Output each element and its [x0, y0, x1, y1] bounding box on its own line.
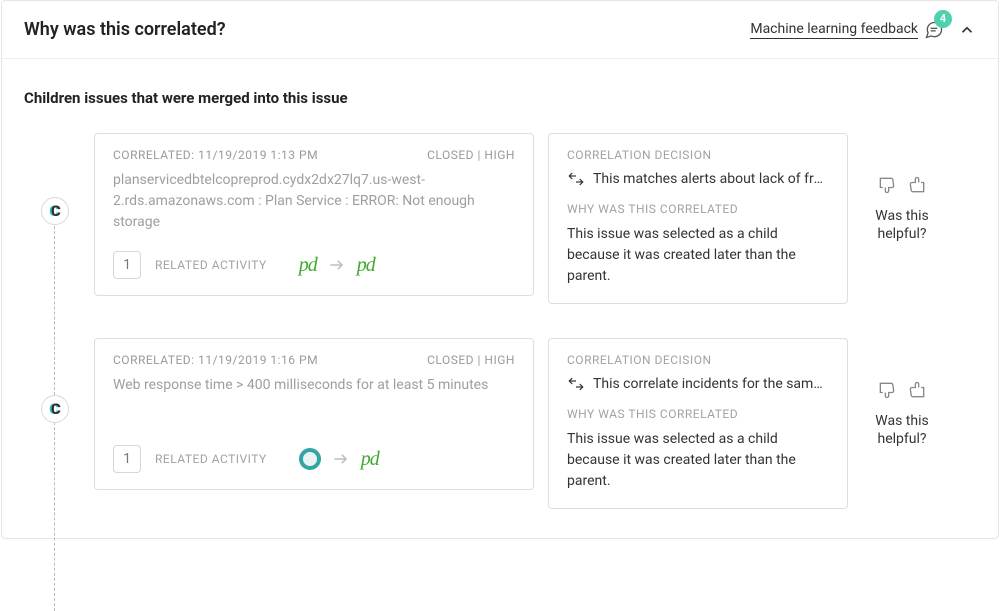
feedback-vote: Was this helpful? — [862, 133, 942, 243]
vote-label: Was this helpful? — [862, 412, 942, 448]
panel-content: Children issues that were merged into th… — [2, 59, 998, 509]
split-icon — [567, 170, 585, 188]
decision-label: CORRELATION DECISION — [567, 353, 829, 367]
related-count: 1 — [113, 445, 141, 473]
why-text: This issue was selected as a child becau… — [567, 224, 829, 287]
decision-row: This matches alerts about lack of free … — [567, 170, 829, 188]
issue-meta: CORRELATED: 11/19/2019 1:13 PM CLOSED | … — [113, 148, 515, 162]
why-label: WHY WAS THIS CORRELATED — [567, 202, 829, 216]
feedback-count-badge: 4 — [934, 10, 952, 28]
timeline-node: CC — [41, 395, 69, 423]
decision-label: CORRELATION DECISION — [567, 148, 829, 162]
correlated-timestamp: CORRELATED: 11/19/2019 1:16 PM — [113, 353, 318, 367]
thumbs-down-icon[interactable] — [877, 175, 897, 199]
arrow-right-icon — [327, 255, 347, 275]
why-text: This issue was selected as a child becau… — [567, 429, 829, 492]
issue-row: CORRELATED: 11/19/2019 1:13 PM CLOSED | … — [94, 133, 976, 304]
feedback-vote: Was this helpful? — [862, 338, 942, 448]
header-actions: Machine learning feedback 4 — [750, 20, 976, 40]
activity-flow: pd pd — [299, 254, 375, 277]
pd-icon: pd — [299, 254, 317, 277]
issue-description: planservicedbtelcopreprod.cydx2dx27lq7.u… — [113, 170, 515, 233]
ring-icon — [299, 448, 321, 470]
why-label: WHY WAS THIS CORRELATED — [567, 407, 829, 421]
issue-card[interactable]: CORRELATED: 11/19/2019 1:16 PM CLOSED | … — [94, 338, 534, 490]
thumbs-down-icon[interactable] — [877, 380, 897, 404]
decision-card: CORRELATION DECISION This matches alerts… — [548, 133, 848, 304]
issue-card[interactable]: CORRELATED: 11/19/2019 1:13 PM CLOSED | … — [94, 133, 534, 296]
issue-status: CLOSED | HIGH — [427, 148, 515, 162]
ml-feedback-label: Machine learning feedback — [750, 21, 918, 39]
split-icon — [567, 375, 585, 393]
section-title: Children issues that were merged into th… — [24, 89, 976, 107]
panel-title: Why was this correlated? — [24, 19, 226, 40]
thumbs-row — [877, 175, 927, 199]
issue-description: Web response time > 400 milliseconds for… — [113, 375, 515, 396]
related-activity-row: 1 RELATED ACTIVITY pd pd — [113, 251, 515, 279]
timeline: CC CC CORRELATED: 11/19/2019 1:13 PM CLO… — [24, 133, 976, 509]
vote-label: Was this helpful? — [862, 207, 942, 243]
related-activity-label: RELATED ACTIVITY — [155, 258, 267, 272]
issue-meta: CORRELATED: 11/19/2019 1:16 PM CLOSED | … — [113, 353, 515, 367]
correlated-timestamp: CORRELATED: 11/19/2019 1:13 PM — [113, 148, 318, 162]
activity-flow: pd — [299, 448, 379, 471]
panel-header: Why was this correlated? Machine learnin… — [2, 1, 998, 59]
decision-text: This correlate incidents for the same a… — [593, 376, 829, 392]
correlation-panel: Why was this correlated? Machine learnin… — [1, 0, 999, 539]
collapse-chevron-icon[interactable] — [958, 21, 976, 39]
pd-icon: pd — [357, 254, 375, 277]
issue-row: CORRELATED: 11/19/2019 1:16 PM CLOSED | … — [94, 338, 976, 509]
thumbs-row — [877, 380, 927, 404]
arrow-right-icon — [331, 449, 351, 469]
ml-feedback-link[interactable]: Machine learning feedback 4 — [750, 20, 944, 40]
related-count: 1 — [113, 251, 141, 279]
decision-card: CORRELATION DECISION This correlate inci… — [548, 338, 848, 509]
related-activity-label: RELATED ACTIVITY — [155, 452, 267, 466]
thumbs-up-icon[interactable] — [907, 380, 927, 404]
decision-row: This correlate incidents for the same a… — [567, 375, 829, 393]
issue-status: CLOSED | HIGH — [427, 353, 515, 367]
issues-column: CORRELATED: 11/19/2019 1:13 PM CLOSED | … — [94, 133, 976, 509]
decision-text: This matches alerts about lack of free … — [593, 171, 829, 187]
pd-icon: pd — [361, 448, 379, 471]
thumbs-up-icon[interactable] — [907, 175, 927, 199]
timeline-node: CC — [41, 197, 69, 225]
timeline-rail: CC CC — [24, 133, 94, 509]
related-activity-row: 1 RELATED ACTIVITY pd — [113, 445, 515, 473]
